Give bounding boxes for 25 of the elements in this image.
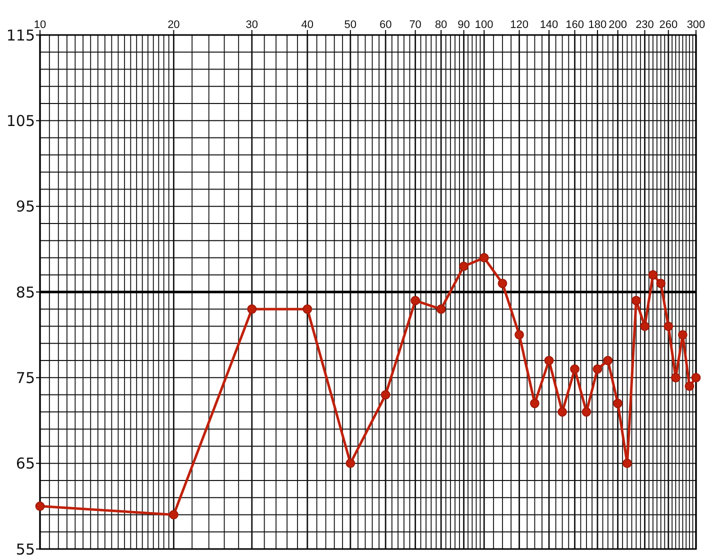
x-tick-label: 60 [379, 19, 392, 31]
x-tick-label: 50 [344, 19, 357, 31]
x-tick-label: 40 [301, 19, 314, 31]
x-tick-label: 100 [474, 19, 494, 31]
x-tick-label: 120 [510, 19, 528, 31]
x-tick-label: 80 [434, 19, 448, 31]
x-tick-label: 160 [566, 19, 584, 31]
y-tick-label: 105 [6, 112, 35, 130]
x-tick-label: 140 [540, 19, 558, 31]
x-tick-label: 90 [458, 19, 470, 31]
y-tick-label: 85 [16, 283, 35, 302]
x-tick-label: 30 [246, 19, 258, 31]
x-tick-label: 200 [608, 19, 627, 31]
x-tick-label: 300 [686, 19, 706, 31]
x-tick-label: 230 [636, 19, 654, 31]
y-tick-label: 55 [16, 540, 35, 558]
x-tick-label: 20 [168, 19, 180, 31]
y-tick-label: 65 [16, 454, 35, 473]
x-tick-label: 70 [409, 19, 422, 31]
y-tick-label: 95 [16, 198, 35, 216]
y-tick-label: 75 [16, 368, 35, 387]
x-tick-label: 260 [659, 19, 678, 31]
x-tick-label: 10 [34, 19, 46, 31]
x-tick-label: 180 [588, 19, 607, 31]
y-tick-label: 115 [6, 26, 35, 44]
